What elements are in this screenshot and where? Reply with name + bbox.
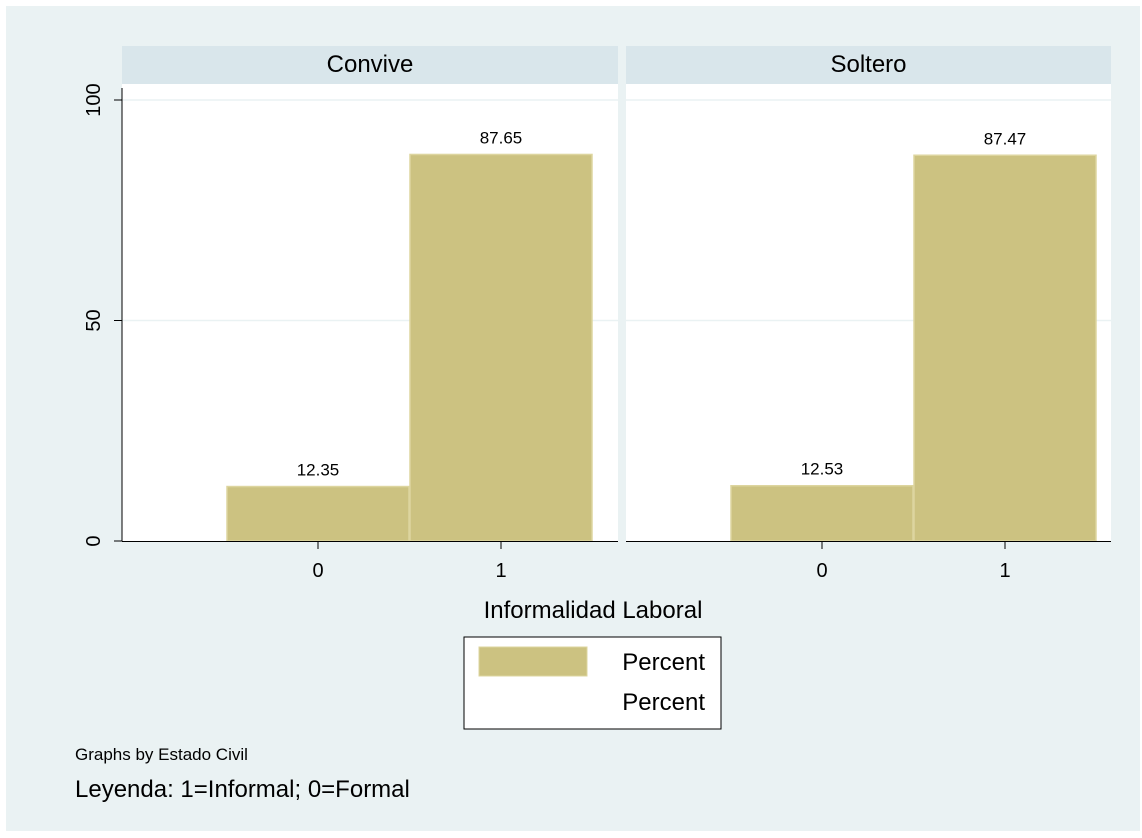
legend-label: Percent xyxy=(622,689,705,716)
bar xyxy=(730,484,914,542)
bar xyxy=(409,153,593,542)
bar xyxy=(226,485,410,542)
legend-swatch xyxy=(478,646,588,677)
y-tick-label: 0 xyxy=(83,535,105,546)
x-tick-label: 0 xyxy=(312,560,323,582)
bars xyxy=(730,154,1097,542)
x-tick-label: 1 xyxy=(999,560,1010,582)
bar xyxy=(913,154,1097,542)
x-axis-title: Informalidad Laboral xyxy=(484,597,703,624)
note-legend: Leyenda: 1=Informal; 0=Formal xyxy=(75,776,410,803)
x-tick-label: 1 xyxy=(495,560,506,582)
panel-strip xyxy=(122,46,618,84)
x-tick-label: 0 xyxy=(816,560,827,582)
y-axis: 0 50 100 xyxy=(83,83,123,547)
y-tick-label: 50 xyxy=(83,309,105,331)
panel-strip xyxy=(626,46,1111,84)
note-graphs-by: Graphs by Estado Civil xyxy=(75,745,248,764)
data-label: 12.53 xyxy=(801,460,844,479)
legend: Percent Percent xyxy=(463,636,722,730)
data-label: 87.47 xyxy=(984,129,1027,148)
panel-title: Soltero xyxy=(830,51,906,78)
y-tick-label: 100 xyxy=(83,83,105,116)
data-label: 87.65 xyxy=(480,128,523,147)
legend-label: Percent xyxy=(622,649,705,676)
data-label: 12.35 xyxy=(297,461,340,480)
bars xyxy=(226,153,593,542)
panel-title: Convive xyxy=(327,51,414,78)
